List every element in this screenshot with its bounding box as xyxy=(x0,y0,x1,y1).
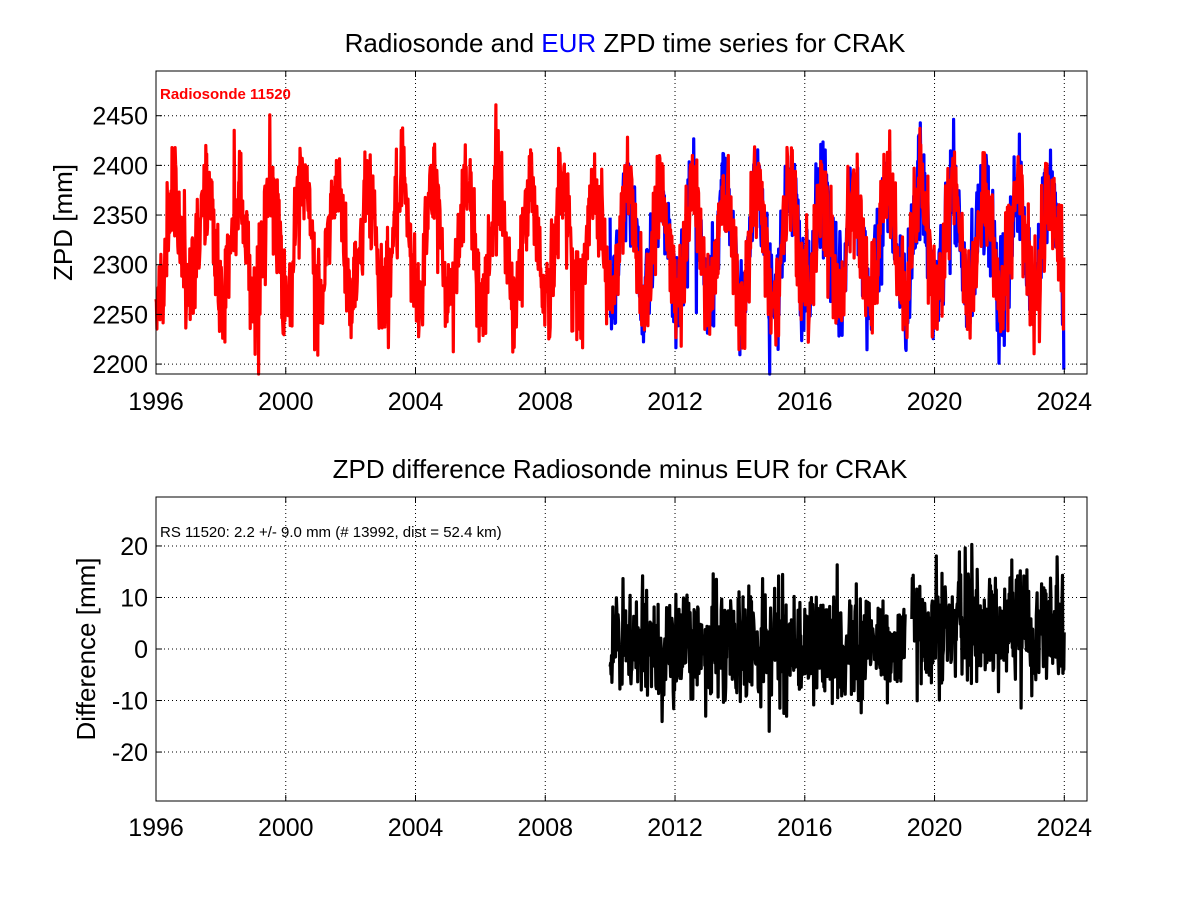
top-y-axis-label: ZPD [mm] xyxy=(48,164,78,281)
y-tick-label: 10 xyxy=(120,584,148,612)
x-tick-label: 2012 xyxy=(647,388,703,416)
series-line-series-0-seg-1 xyxy=(910,542,1066,710)
bottom-y-axis-label: Difference [mm] xyxy=(71,557,101,740)
x-tick-label: 2008 xyxy=(517,388,573,416)
y-tick-label: 2200 xyxy=(92,351,148,379)
y-tick-label: 20 xyxy=(120,533,148,561)
x-tick-label: 2024 xyxy=(1036,814,1092,842)
x-tick-label: 1996 xyxy=(128,814,184,842)
x-tick-label: 2012 xyxy=(647,814,703,842)
series-line-series-0-seg-0 xyxy=(608,563,907,733)
top-annotation: Radiosonde 11520 xyxy=(160,86,291,103)
bottom-chart-title: ZPD difference Radiosonde minus EUR for … xyxy=(333,454,908,484)
x-tick-label: 2016 xyxy=(777,814,833,842)
top-chart-title: Radiosonde and EUR ZPD time series for C… xyxy=(345,28,906,58)
bottom-ticks: 1996 2000 2004 2008 2012 2016 2020 2024 -20 -10 0 1… xyxy=(112,497,1092,842)
y-tick-label: 2400 xyxy=(92,152,148,180)
x-tick-label: 2000 xyxy=(258,814,314,842)
y-tick-label: 0 xyxy=(134,636,148,664)
x-tick-label: 2004 xyxy=(388,814,444,842)
x-tick-label: 2000 xyxy=(258,388,314,416)
y-tick-label: 2250 xyxy=(92,301,148,329)
zpd-time-series-chart: Radiosonde and EUR ZPD time series for C… xyxy=(48,28,1092,416)
y-tick-label: 2450 xyxy=(92,103,148,131)
zpd-difference-chart: ZPD difference Radiosonde minus EUR for … xyxy=(71,454,1092,842)
top-ticks: 1996 2000 2004 2008 2012 2016 2020 2024 2200 2250… xyxy=(92,71,1092,416)
x-tick-label: 2016 xyxy=(777,388,833,416)
x-tick-label: 1996 xyxy=(128,388,184,416)
bottom-annotation: RS 11520: 2.2 +/- 9.0 mm (# 13992, dist … xyxy=(160,524,502,541)
y-tick-label: 2300 xyxy=(92,252,148,280)
bottom-plot-area xyxy=(608,542,1066,733)
series-line-radiosonde-11520 xyxy=(154,103,1066,376)
x-tick-label: 2004 xyxy=(388,388,444,416)
top-title-part-1: Radiosonde and xyxy=(345,28,542,58)
top-title-part-3: ZPD time series for CRAK xyxy=(596,28,906,58)
y-tick-label: -10 xyxy=(112,688,148,716)
top-plot-area xyxy=(154,103,1066,376)
top-title-part-eur: EUR xyxy=(541,28,596,58)
x-tick-label: 2020 xyxy=(907,388,963,416)
y-tick-label: -20 xyxy=(112,739,148,767)
top-axes-frame xyxy=(155,70,1088,375)
y-tick-label: 2350 xyxy=(92,202,148,230)
x-tick-label: 2024 xyxy=(1036,388,1092,416)
x-tick-label: 2008 xyxy=(517,814,573,842)
x-tick-label: 2020 xyxy=(907,814,963,842)
